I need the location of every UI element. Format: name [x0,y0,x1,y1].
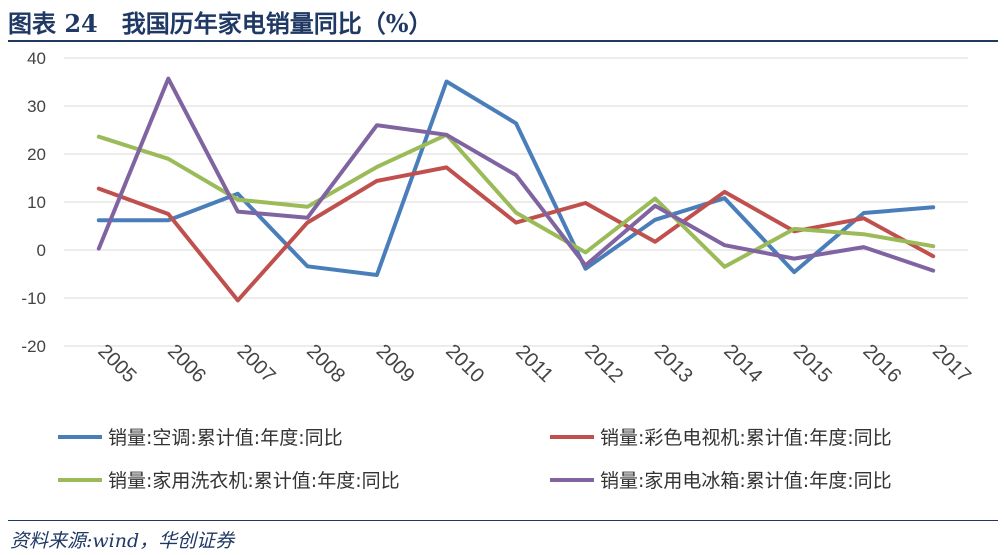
series-line-1 [96,79,936,277]
chart-title: 图表 24 我国历年家电销量同比（%） [8,9,433,38]
x-tick-label: 2010 [441,340,488,387]
x-axis-ticks: 2005 2006 2007 2008 2009 2010 2011 2012 2013 2014… [94,340,975,387]
y-axis-ticks: 40 30 20 10 0 -10 -20 [21,49,46,356]
y-tick-label: 40 [27,49,46,68]
y-tick-label: 10 [27,193,46,212]
gridlines [64,57,968,347]
y-tick-label: -20 [21,337,46,356]
y-tick-label: 20 [27,145,46,164]
source-note: 资料来源:wind，华创证券 [10,530,235,552]
title-rule [8,40,998,42]
legend-label: 销量:家用电冰箱:累计值:年度:同比 [600,470,892,492]
x-tick-label: 2016 [858,340,905,387]
series-line-2 [96,165,936,303]
legend-label: 销量:空调:累计值:年度:同比 [108,427,343,449]
x-tick-label: 2014 [719,340,766,387]
series-line-3 [96,132,936,269]
title-bar: 图表 24 我国历年家电销量同比（%） [0,0,1004,42]
x-tick-label: 2015 [789,340,836,387]
legend-label: 销量:家用洗衣机:累计值:年度:同比 [108,470,400,492]
y-tick-label: -10 [21,289,46,308]
y-tick-label: 0 [37,241,46,260]
x-tick-label: 2005 [94,340,141,387]
legend-label: 销量:彩色电视机:累计值:年度:同比 [600,427,892,449]
x-tick-label: 2011 [511,341,557,387]
x-tick-label: 2017 [928,340,975,387]
x-tick-label: 2008 [302,340,349,387]
x-tick-label: 2012 [580,340,627,387]
legend: 销量:空调:累计值:年度:同比 销量:彩色电视机:累计值:年度:同比销量:家用洗衣… [58,427,892,492]
series-lines [96,76,936,303]
x-tick-label: 2006 [163,340,210,387]
x-tick-label: 2007 [233,340,280,387]
x-tick-label: 2009 [372,340,419,387]
x-tick-label: 2013 [650,340,697,387]
y-tick-label: 30 [27,97,46,116]
series-line-4 [96,76,936,273]
source-rule [8,520,998,521]
